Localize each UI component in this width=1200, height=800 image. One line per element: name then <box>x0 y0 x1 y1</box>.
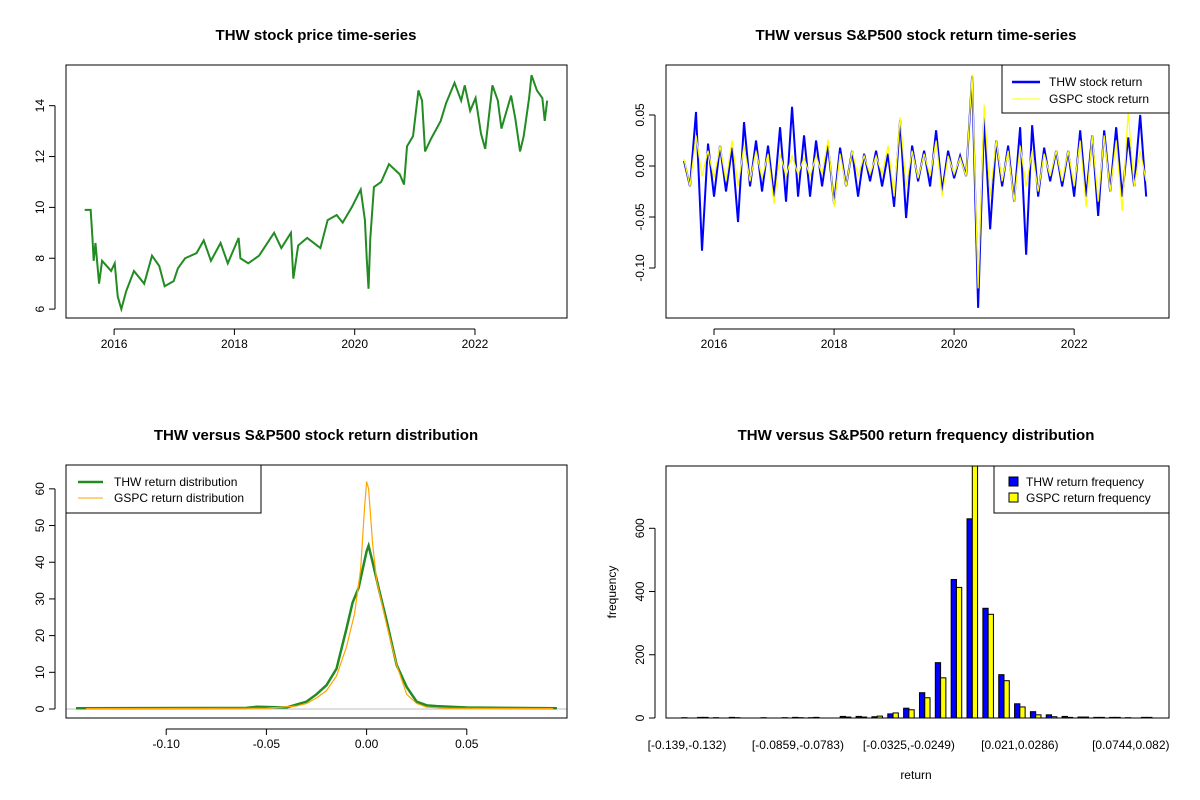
price-line <box>84 74 549 313</box>
x-tick-label: 2018 <box>821 337 848 351</box>
gspc-frequency-bar <box>924 697 931 718</box>
gspc-frequency-bar <box>987 613 994 718</box>
x-tick-label: 2020 <box>941 337 968 351</box>
x-tick-label: 2016 <box>701 337 728 351</box>
y-tick-label: 10 <box>33 200 47 214</box>
gspc-frequency-bar <box>1019 706 1026 718</box>
x-tick-label: 2018 <box>221 337 248 351</box>
thw-frequency-bar <box>966 518 973 718</box>
legend-label-thw: THW return distribution <box>114 475 237 489</box>
thw-frequency-bar <box>1014 703 1021 718</box>
x-tick-label: 2016 <box>101 337 128 351</box>
chart-title-returns: THW versus S&P500 stock return time-seri… <box>756 27 1077 44</box>
legend-label-thw: THW return frequency <box>1026 475 1144 489</box>
legend-label-thw: THW stock return <box>1049 75 1142 89</box>
thw-frequency-bar <box>887 713 894 718</box>
gspc-frequency-bar <box>892 712 899 718</box>
thw-frequency-bar <box>1029 711 1037 718</box>
gspc-frequency-bar <box>1003 680 1010 718</box>
plot-area <box>84 74 549 313</box>
chart-title-density: THW versus S&P500 stock return distribut… <box>154 427 478 444</box>
y-tick-label: 0 <box>633 714 647 721</box>
panel-2: 2016 2018 2020 2022 -0.10 -0.05 0.00 0.05 <box>633 64 1170 351</box>
thw-frequency-bar <box>934 662 942 718</box>
x-tick-label: 2020 <box>341 337 368 351</box>
gspc-frequency-bar <box>971 466 979 718</box>
x-tick-label: [-0.0325,-0.0249) <box>863 738 955 752</box>
plot-area <box>683 74 1148 308</box>
x-tick-label: 2022 <box>462 337 489 351</box>
plot-frame <box>65 64 568 319</box>
y-tick-label: 12 <box>33 150 47 164</box>
gspc-density-line <box>86 481 553 710</box>
thw-frequency-bar <box>918 692 926 718</box>
y-tick-label: 40 <box>33 555 47 569</box>
y-tick-label: 400 <box>633 581 647 601</box>
panel-1: 2016 2018 2020 2022 6 8 10 12 14 <box>33 64 568 351</box>
gspc-frequency-bar <box>940 677 947 718</box>
plot-frame <box>65 464 568 719</box>
y-tick-label: 14 <box>33 99 47 113</box>
y-tick-label: 50 <box>33 519 47 533</box>
x-tick-label: [0.0744,0.082) <box>1092 738 1169 752</box>
legend-box <box>65 464 262 514</box>
y-tick-label: 60 <box>33 482 47 496</box>
y-tick-label: 8 <box>33 255 47 262</box>
plot-frame <box>665 64 1170 319</box>
y-tick-label: 0.05 <box>633 103 647 127</box>
x-tick-label: 0.05 <box>455 737 479 751</box>
x-tick-label: [0.021,0.0286) <box>981 738 1058 752</box>
legend-swatch-thw <box>1008 476 1019 487</box>
plot-area <box>66 481 567 710</box>
y-tick-label: 20 <box>33 629 47 643</box>
chart-title-histogram: THW versus S&P500 return frequency distr… <box>738 427 1095 444</box>
y-axis-label: frequency <box>605 566 619 619</box>
x-tick-label: [-0.0859,-0.0783) <box>752 738 844 752</box>
legend-box <box>1001 64 1170 114</box>
gspc-frequency-bar <box>876 715 883 718</box>
x-tick-label: -0.10 <box>153 737 181 751</box>
legend-label-gspc: GSPC return distribution <box>114 491 244 505</box>
y-tick-label: 0.00 <box>633 154 647 178</box>
y-tick-label: -0.10 <box>633 254 647 282</box>
y-tick-label: 10 <box>33 665 47 679</box>
thw-frequency-bar <box>950 579 957 718</box>
legend-returns: THW stock return GSPC stock return <box>1001 64 1170 114</box>
gspc-return-line <box>683 74 1147 289</box>
x-tick-label: 0.00 <box>355 737 379 751</box>
x-tick-label: -0.05 <box>253 737 281 751</box>
panel-4: 0 200 400 600 [-0.139,-0.132) [-0.0859,-0.078… <box>633 465 1170 752</box>
legend-box <box>993 465 1170 514</box>
panel-3: -0.10 -0.05 0.00 0.05 0 10 20 30 40 50 60 <box>33 464 568 751</box>
y-tick-label: 30 <box>33 592 47 606</box>
y-tick-label: -0.05 <box>633 203 647 231</box>
legend-label-gspc: GSPC return frequency <box>1026 491 1151 505</box>
y-tick-label: 200 <box>633 644 647 664</box>
x-tick-label: [-0.139,-0.132) <box>648 738 727 752</box>
y-tick-label: 600 <box>633 518 647 538</box>
chart-title-price: THW stock price time-series <box>216 27 417 44</box>
legend-histogram: THW return frequency GSPC return frequen… <box>993 465 1170 514</box>
thw-frequency-bar <box>998 674 1005 718</box>
gspc-frequency-bar <box>955 586 963 718</box>
thw-frequency-bar <box>903 707 910 718</box>
plot-frame <box>665 465 1170 719</box>
y-tick-label: 6 <box>33 305 47 312</box>
x-tick-label: 2022 <box>1061 337 1088 351</box>
legend-swatch-gspc <box>1008 492 1019 503</box>
gspc-frequency-bar <box>908 709 915 718</box>
thw-frequency-bar <box>982 607 989 718</box>
legend-label-gspc: GSPC stock return <box>1049 92 1149 106</box>
legend-density: THW return distribution GSPC return dist… <box>65 464 262 514</box>
y-tick-label: 0 <box>33 705 47 712</box>
x-axis-label: return <box>900 768 931 782</box>
thw-density-line <box>76 541 557 710</box>
